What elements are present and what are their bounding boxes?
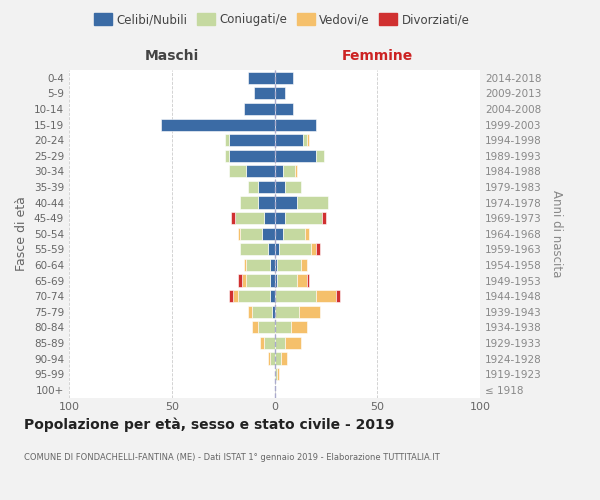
- Bar: [271, 274, 275, 286]
- Bar: [275, 212, 285, 224]
- Bar: [262, 228, 275, 240]
- Bar: [291, 321, 307, 334]
- Bar: [246, 166, 275, 177]
- Bar: [275, 118, 316, 130]
- Bar: [275, 274, 277, 286]
- Bar: [248, 181, 258, 193]
- Bar: [275, 103, 293, 115]
- Bar: [271, 290, 275, 302]
- Legend: Celibi/Nubili, Coniugati/e, Vedovi/e, Divorziati/e: Celibi/Nubili, Coniugati/e, Vedovi/e, Di…: [89, 8, 475, 31]
- Bar: [275, 181, 285, 193]
- Bar: [275, 244, 278, 256]
- Bar: [248, 306, 252, 318]
- Bar: [264, 212, 275, 224]
- Bar: [285, 212, 322, 224]
- Bar: [242, 274, 246, 286]
- Bar: [238, 228, 239, 240]
- Bar: [275, 321, 291, 334]
- Bar: [244, 259, 246, 271]
- Bar: [232, 212, 235, 224]
- Text: COMUNE DI FONDACHELLI-FANTINA (ME) - Dati ISTAT 1° gennaio 2019 - Elaborazione T: COMUNE DI FONDACHELLI-FANTINA (ME) - Dat…: [24, 452, 440, 462]
- Bar: [322, 212, 326, 224]
- Bar: [272, 306, 275, 318]
- Bar: [225, 150, 229, 162]
- Bar: [254, 88, 275, 100]
- Bar: [268, 352, 271, 364]
- Bar: [239, 244, 268, 256]
- Bar: [336, 290, 340, 302]
- Bar: [307, 274, 310, 286]
- Bar: [275, 134, 303, 146]
- Bar: [275, 88, 285, 100]
- Bar: [303, 134, 307, 146]
- Bar: [281, 352, 287, 364]
- Text: Popolazione per età, sesso e stato civile - 2019: Popolazione per età, sesso e stato civil…: [24, 418, 394, 432]
- Bar: [161, 118, 275, 130]
- Y-axis label: Anni di nascita: Anni di nascita: [550, 190, 563, 278]
- Text: Femmine: Femmine: [341, 48, 413, 62]
- Bar: [295, 166, 297, 177]
- Bar: [252, 321, 258, 334]
- Bar: [238, 290, 271, 302]
- Bar: [275, 306, 299, 318]
- Bar: [277, 274, 297, 286]
- Bar: [278, 244, 311, 256]
- Bar: [275, 368, 277, 380]
- Bar: [316, 150, 324, 162]
- Bar: [239, 228, 262, 240]
- Bar: [277, 259, 301, 271]
- Bar: [229, 150, 275, 162]
- Bar: [238, 274, 242, 286]
- Bar: [229, 134, 275, 146]
- Bar: [277, 368, 278, 380]
- Text: Maschi: Maschi: [145, 48, 199, 62]
- Bar: [252, 306, 272, 318]
- Bar: [285, 181, 301, 193]
- Bar: [297, 196, 328, 208]
- Bar: [258, 196, 275, 208]
- Bar: [246, 274, 271, 286]
- Bar: [271, 259, 275, 271]
- Bar: [268, 244, 275, 256]
- Bar: [299, 306, 320, 318]
- Bar: [275, 196, 297, 208]
- Bar: [264, 337, 275, 349]
- Bar: [229, 290, 233, 302]
- Bar: [275, 150, 316, 162]
- Bar: [271, 352, 275, 364]
- Bar: [305, 228, 310, 240]
- Bar: [275, 166, 283, 177]
- Bar: [235, 212, 264, 224]
- Bar: [283, 166, 295, 177]
- Bar: [246, 259, 271, 271]
- Bar: [283, 228, 305, 240]
- Bar: [225, 134, 229, 146]
- Bar: [244, 103, 275, 115]
- Bar: [275, 72, 293, 84]
- Bar: [233, 290, 238, 302]
- Bar: [229, 166, 246, 177]
- Bar: [239, 196, 258, 208]
- Bar: [285, 337, 301, 349]
- Bar: [248, 72, 275, 84]
- Bar: [275, 259, 277, 271]
- Bar: [311, 244, 316, 256]
- Bar: [275, 337, 285, 349]
- Bar: [316, 244, 320, 256]
- Bar: [307, 134, 310, 146]
- Bar: [316, 290, 336, 302]
- Bar: [275, 228, 283, 240]
- Bar: [275, 290, 316, 302]
- Y-axis label: Fasce di età: Fasce di età: [16, 196, 28, 271]
- Bar: [275, 352, 281, 364]
- Bar: [301, 259, 307, 271]
- Bar: [297, 274, 307, 286]
- Bar: [260, 337, 264, 349]
- Bar: [258, 181, 275, 193]
- Bar: [258, 321, 275, 334]
